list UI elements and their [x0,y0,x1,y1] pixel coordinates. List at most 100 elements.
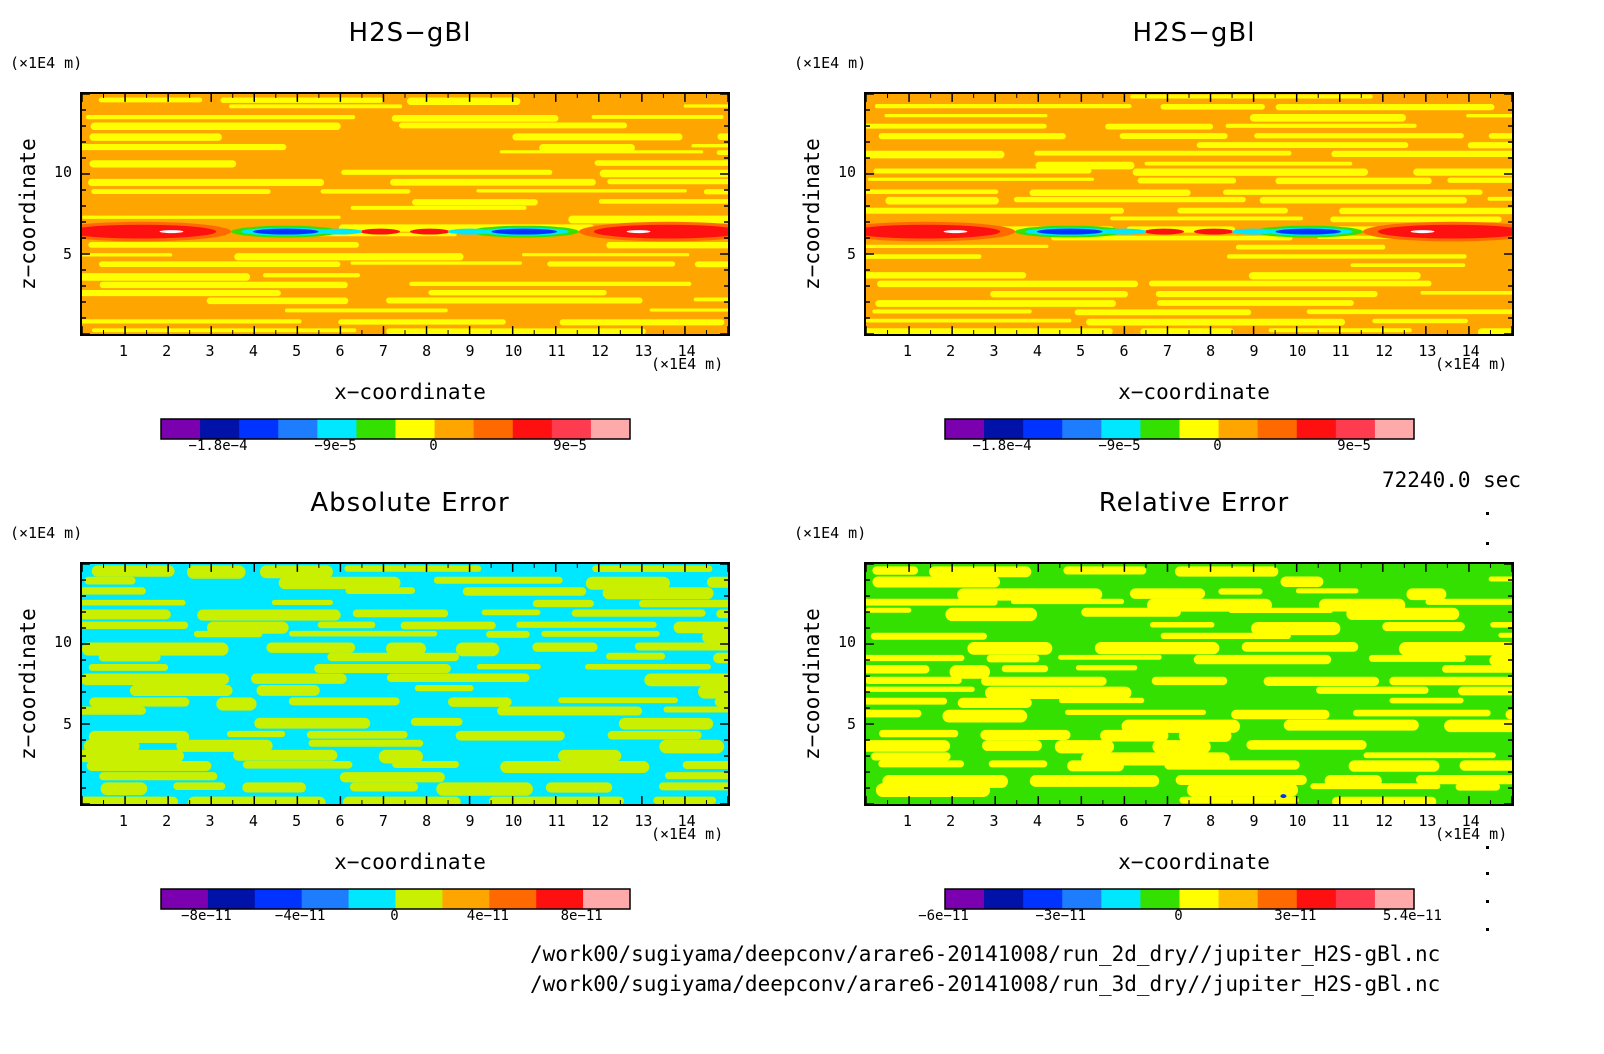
field-contour [875,783,991,797]
x-axis-label: x−coordinate [334,850,486,874]
colorbar-swatch [1101,419,1141,439]
field-contour [591,114,724,119]
x-tick-label: 10 [504,812,523,830]
colorbar-label: −1.8e−4 [972,438,1032,454]
field-contour [399,122,628,129]
field-contour [967,642,1053,655]
field-contour [1259,196,1467,204]
field-contour [873,168,1092,174]
field-contour [91,189,271,194]
colorbar-swatch [200,419,240,439]
field-contour [82,587,146,595]
field-contour [1275,177,1432,185]
field-contour [1196,142,1409,149]
field-contour [410,717,463,726]
field-contour [1249,114,1406,122]
x-axis-label: x−coordinate [334,380,486,404]
field-contour [866,665,930,674]
separator-dot [1486,872,1489,875]
field-contour [1310,783,1441,790]
x-tick-label: 6 [335,812,345,830]
field-contour [1225,123,1417,128]
field-contour [1280,576,1324,588]
field-contour [866,654,965,662]
field-contour [1487,196,1512,201]
colorbar-label: 0 [1174,908,1183,924]
field-contour [866,607,912,613]
field-contour [82,621,189,630]
field-contour [284,308,448,313]
field-contour [1332,796,1437,804]
field-feature [82,224,217,239]
field-contour [866,318,1072,323]
field-contour [957,588,1103,601]
field-contour [455,642,500,657]
colorbar-swatch [1140,889,1180,909]
field-contour [872,309,1032,314]
field-contour [1306,309,1512,315]
field-contour [878,729,959,738]
field-contour [1058,654,1162,660]
x-tick-label: 13 [634,812,653,830]
field-contour [85,114,356,120]
field-contour [871,752,951,761]
field-contour [866,686,975,692]
colorbar-swatch [442,889,490,909]
colorbar-svg [944,418,1415,440]
field-contour [100,782,148,796]
x-tick-label: 1 [902,812,912,830]
x-tick-label: 1 [118,812,128,830]
field-contour [649,308,728,312]
field-contour [186,565,246,579]
field-contour [1498,632,1512,638]
field-contour [867,177,1095,181]
field-contour [98,652,161,662]
field-contour [981,676,1107,686]
field-contour [870,632,987,640]
field-contour [1074,309,1252,316]
field-contour [314,663,451,674]
field-contour [942,709,1028,723]
colorbar-swatch [1374,889,1415,909]
field-contour [476,189,687,193]
field-contour [129,685,233,696]
colorbar-swatch [945,419,985,439]
timestamp-label: 72240.0 sec [1382,468,1522,492]
field-contour [658,782,728,791]
colorbar [160,888,649,910]
field-contour [82,642,229,656]
chart-title: Absolute Error [310,488,510,518]
field-feature [866,224,1001,239]
field-contour [949,665,990,679]
field-contour [256,685,320,696]
x-tick-label: 3 [205,812,215,830]
field-contour [176,739,273,752]
plot-area [864,92,1514,336]
field-contour [1081,607,1181,617]
field-feature [1193,228,1234,235]
field-contour [338,319,506,325]
y-tick-label: 5 [847,714,857,733]
plot-area [80,562,730,806]
field-contour [173,782,226,791]
y-tick-label: 5 [63,244,73,263]
colorbar-label: 3e−11 [1274,908,1317,924]
chart-title: H2S−gBl [1132,18,1256,48]
field-contour [409,281,692,286]
field-contour [1174,566,1279,577]
colorbar-swatch [984,419,1024,439]
field-contour [1420,290,1512,295]
field-contour [1350,263,1466,267]
field-contour [448,697,512,707]
colorbar-label: 0 [1213,438,1222,454]
x-tick-label: 11 [1331,812,1350,830]
field-contour [541,630,660,637]
field-contour [1331,150,1512,158]
field-contour [82,673,230,686]
field-feature [593,224,728,239]
x-tick-label: 8 [1206,342,1216,360]
colorbar-swatch [356,419,396,439]
y-unit-label: (×1E4 m) [794,524,867,542]
colorbar-swatch [473,419,514,439]
field-contour [406,97,521,106]
